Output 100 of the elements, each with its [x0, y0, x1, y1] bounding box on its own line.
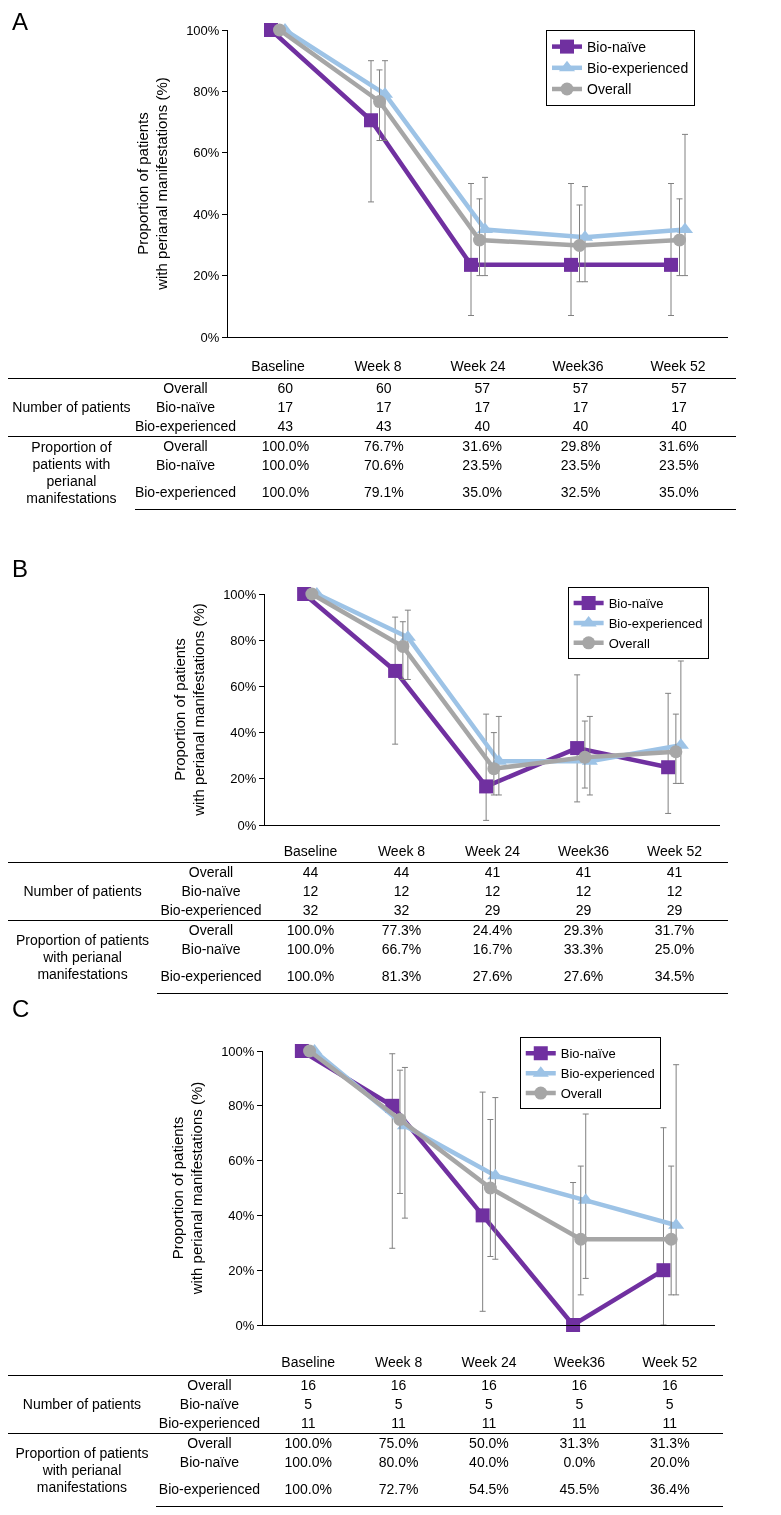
data-label: 54.5% [443, 1472, 535, 1507]
text: 16 [534, 1375, 625, 1395]
text: 11 [390, 1414, 407, 1433]
text: 16 [262, 1375, 354, 1395]
text: 17 [375, 398, 393, 417]
data-label: 31.6% [629, 436, 729, 456]
y-tick-label: 20% [193, 268, 220, 284]
y-tick-label: 40% [193, 206, 220, 222]
x-tick-label: Week 8 [374, 1353, 423, 1370]
data-label: 31.3% [534, 1433, 625, 1453]
legend-label: Bio-naïve [608, 596, 664, 612]
data-label: 100.0% [236, 436, 335, 456]
x-tick-label: Week 8 [354, 357, 402, 374]
y-tick-label: 60% [230, 678, 257, 694]
text: 44 [264, 862, 356, 882]
text: 57 [629, 378, 729, 398]
data-label: 23.5% [461, 456, 504, 475]
text: 16 [443, 1375, 535, 1395]
data-label: 24.4% [446, 920, 538, 940]
y-tick-label: 20% [230, 771, 257, 787]
data-label: 81.3% [355, 959, 447, 994]
text: C [12, 995, 30, 1023]
x-tick-label: Baseline [251, 357, 306, 374]
data-label: 72.7% [353, 1472, 444, 1507]
text: Overall [188, 864, 234, 880]
text: 41 [537, 862, 629, 882]
x-tick-label: Week36 [557, 842, 610, 859]
data-label: 31.3% [624, 1433, 715, 1453]
text: 12 [665, 882, 684, 901]
legend-label: Overall [560, 1086, 603, 1102]
text: 11 [480, 1414, 498, 1433]
text: 5 [664, 1395, 675, 1414]
data-label: 100.0% [262, 1472, 354, 1507]
legend-label: Overall [608, 635, 650, 651]
data-label: 100.0% [264, 959, 356, 994]
data-label: 79.1% [334, 475, 434, 510]
data-label: 33.3% [562, 940, 605, 959]
text: Bio-naïve [181, 941, 241, 957]
text: 29 [483, 901, 502, 920]
text: 60 [236, 378, 335, 398]
text: 40 [473, 417, 491, 436]
y-axis-title: Proportion of patients with perianal manifestations (%) [170, 603, 208, 817]
data-label: 50.0% [443, 1433, 535, 1453]
text: 11 [571, 1414, 588, 1433]
legend-label: Bio-experienced [608, 615, 703, 631]
data-label: 70.6% [363, 456, 405, 475]
y-tick-label: 80% [228, 1098, 255, 1114]
y-tick-label: 100% [223, 586, 257, 602]
text: Overall [188, 922, 234, 938]
data-label: 100.0% [285, 940, 336, 959]
text: Bio-experienced [160, 967, 262, 984]
text: 43 [276, 417, 295, 436]
text: 12 [301, 882, 320, 901]
text: Number of patients [8, 862, 158, 921]
text: 40 [571, 417, 590, 436]
text: 32 [301, 901, 320, 920]
x-tick-label: Baseline [281, 1353, 336, 1370]
legend-label: Overall [587, 81, 632, 98]
x-tick-label: Week 52 [642, 1353, 698, 1370]
data-label: 66.7% [380, 940, 423, 959]
data-label: 100.0% [262, 1433, 354, 1453]
data-label: 36.4% [624, 1472, 715, 1507]
text: Bio-naïve [179, 1396, 240, 1412]
text: 17 [670, 398, 688, 417]
text: 11 [299, 1414, 317, 1433]
y-tick-label: 0% [200, 329, 220, 345]
x-tick-label: Week 24 [461, 1353, 517, 1370]
text: 57 [433, 378, 532, 398]
text: A [12, 8, 29, 36]
y-tick-label: 0% [237, 817, 257, 833]
text: 17 [276, 398, 295, 417]
text: 16 [353, 1375, 444, 1395]
text: 32 [392, 901, 411, 920]
text: Overall [187, 1377, 232, 1393]
text: Overall [163, 438, 208, 454]
legend-label: Bio-naïve [560, 1046, 616, 1062]
text: Proportion of patients with perianal manifestations [8, 920, 158, 994]
y-axis-title: Proportion of patients with perianal manifestations (%) [168, 1081, 206, 1296]
text: Bio-naïve [179, 1454, 240, 1470]
text: 12 [483, 882, 502, 901]
text: 16 [624, 1375, 715, 1395]
x-tick-label: Week 24 [450, 357, 506, 374]
text: B [12, 555, 29, 583]
text: 44 [355, 862, 447, 882]
text: 5 [484, 1395, 494, 1414]
data-label: 0.0% [562, 1453, 597, 1472]
x-tick-label: Week 24 [465, 842, 521, 859]
text: Bio-experienced [158, 1415, 261, 1431]
y-tick-label: 80% [230, 632, 257, 648]
data-label: 35.0% [629, 475, 729, 510]
text: Proportion of patients with perianal manifestations [8, 436, 135, 510]
legend-label: Bio-experienced [560, 1066, 655, 1082]
y-tick-label: 40% [230, 725, 257, 741]
y-tick-label: 100% [186, 22, 220, 38]
x-tick-label: Baseline [283, 842, 338, 859]
data-label: 29.3% [537, 920, 629, 940]
y-tick-label: 0% [235, 1317, 255, 1333]
x-tick-label: Week 8 [377, 842, 426, 859]
x-tick-label: Week36 [552, 357, 604, 374]
data-label: 45.5% [534, 1472, 625, 1507]
